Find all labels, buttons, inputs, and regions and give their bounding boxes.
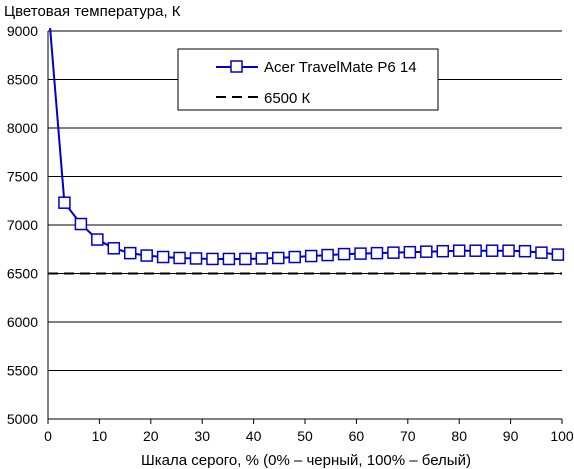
- x-tick-label-0: 0: [44, 428, 52, 444]
- data-point-30: [535, 246, 548, 259]
- y-tick-label-6: 8000: [7, 120, 38, 136]
- y-tick-label-5: 7500: [7, 169, 38, 185]
- x-tick-label-6: 60: [349, 428, 365, 444]
- x-tick-label-7: 70: [400, 428, 416, 444]
- data-point-2: [74, 217, 88, 231]
- y-axis-title: Цветовая температура, К: [4, 3, 181, 20]
- x-axis-title: Шкала серого, % (0% – черный, 100% – бел…: [141, 452, 471, 469]
- x-tick-label-3: 30: [194, 428, 210, 444]
- x-tick-label-9: 90: [503, 428, 519, 444]
- y-tick-label-1: 5500: [7, 363, 38, 379]
- data-point-3: [91, 233, 104, 246]
- y-tick-label-8: 9000: [7, 23, 38, 39]
- data-point-20: [370, 246, 384, 260]
- data-point-23: [420, 245, 433, 258]
- data-point-16: [304, 249, 318, 263]
- x-tick-label-2: 20: [143, 428, 159, 444]
- y-tick-label-0: 5000: [7, 411, 38, 427]
- data-point-19: [354, 247, 367, 260]
- data-point-11: [222, 252, 236, 266]
- x-tick-label-5: 50: [297, 428, 313, 444]
- x-tick-label-4: 40: [246, 428, 262, 444]
- data-point-31: [551, 248, 565, 261]
- legend-label-series-1: 6500 К: [264, 90, 311, 107]
- data-point-22: [403, 245, 417, 259]
- data-point-7: [156, 250, 170, 264]
- data-point-6: [140, 249, 153, 262]
- data-point-5: [123, 246, 137, 260]
- data-point-28: [502, 244, 515, 257]
- data-point-27: [485, 244, 499, 257]
- data-point-26: [469, 244, 482, 257]
- legend-marker-series-0: [230, 60, 243, 73]
- series-layer: [48, 28, 565, 275]
- data-point-18: [337, 247, 351, 261]
- data-point-15: [288, 250, 301, 264]
- x-tick-label-8: 80: [451, 428, 467, 444]
- x-tick-labels: 0 10 20 30 40 50 60 70 80 90 100: [44, 419, 574, 444]
- data-point-21: [387, 246, 400, 259]
- data-point-4: [107, 242, 121, 255]
- data-point-24: [436, 244, 450, 258]
- y-tick-label-3: 6500: [7, 266, 38, 282]
- data-point-1: [58, 196, 71, 209]
- y-tick-labels: 5000 5500 6000 6500 7000 7500 8000 8500 9000: [7, 23, 38, 427]
- data-point-14: [272, 251, 285, 265]
- y-tick-label-4: 7000: [7, 217, 38, 233]
- data-point-10: [206, 252, 219, 266]
- data-point-12: [239, 252, 252, 266]
- legend-box: [177, 48, 439, 111]
- data-point-17: [321, 248, 334, 262]
- data-point-29: [518, 244, 532, 258]
- legend-label-series-0: Acer TravelMate P6 14: [264, 59, 417, 76]
- y-tick-label-2: 6000: [7, 314, 38, 330]
- x-tick-label-10: 100: [550, 428, 574, 444]
- data-point-9: [189, 252, 203, 265]
- legend: Acer TravelMate P6 14 6500 К: [177, 48, 439, 111]
- data-point-13: [255, 252, 269, 265]
- data-point-8: [173, 251, 186, 265]
- x-tick-label-1: 10: [92, 428, 108, 444]
- data-point-25: [452, 244, 466, 257]
- y-tick-label-7: 8500: [7, 72, 38, 88]
